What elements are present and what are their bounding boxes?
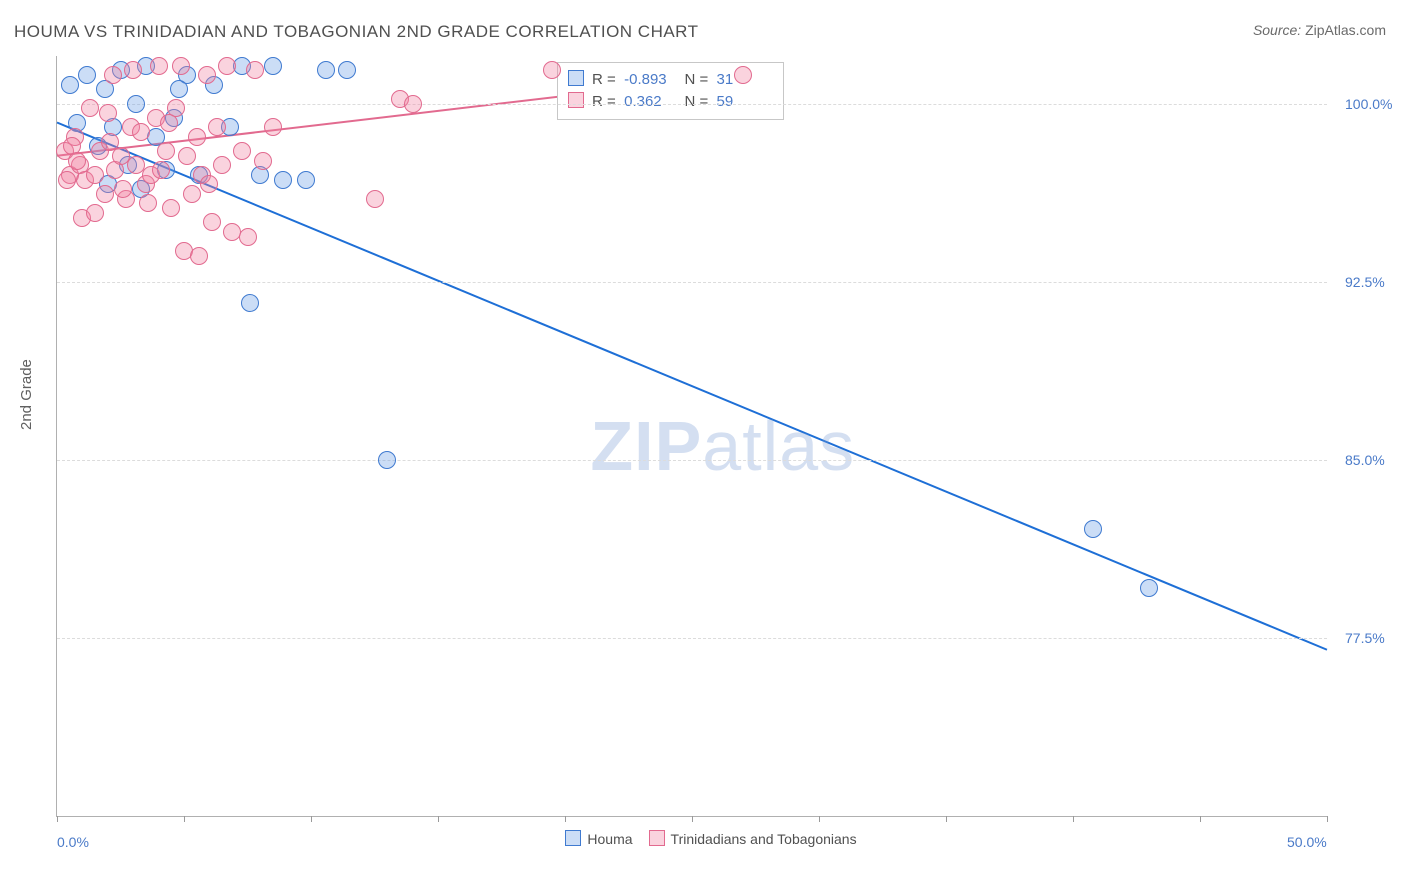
data-point-tt (198, 66, 216, 84)
y-tick-label: 100.0% (1345, 96, 1392, 112)
x-tick (1327, 816, 1328, 822)
data-point-tt (188, 128, 206, 146)
data-point-tt (183, 185, 201, 203)
data-point-tt (96, 185, 114, 203)
legend-swatch-houma (565, 830, 581, 846)
y-axis-title: 2nd Grade (18, 359, 35, 430)
data-point-houma (317, 61, 335, 79)
data-point-tt (264, 118, 282, 136)
legend-bottom: Houma Trinidadians and Tobagonians (0, 830, 1406, 847)
stats-row-tt: R = 0.362 N = 59 (568, 91, 769, 113)
x-tick (819, 816, 820, 822)
x-tick (946, 816, 947, 822)
regression-lines-layer (57, 56, 1327, 816)
data-point-houma (170, 80, 188, 98)
x-tick (184, 816, 185, 822)
legend-label-houma: Houma (587, 831, 632, 847)
data-point-houma (264, 57, 282, 75)
regression-line-houma (57, 123, 1327, 650)
data-point-tt (178, 147, 196, 165)
source-value: ZipAtlas.com (1305, 22, 1386, 38)
data-point-houma (274, 171, 292, 189)
data-point-tt (58, 171, 76, 189)
x-tick (1200, 816, 1201, 822)
data-point-tt (543, 61, 561, 79)
data-point-tt (218, 57, 236, 75)
data-point-houma (241, 294, 259, 312)
x-tick (438, 816, 439, 822)
data-point-tt (203, 213, 221, 231)
y-tick-label: 92.5% (1345, 274, 1385, 290)
data-point-tt (404, 95, 422, 113)
x-tick (57, 816, 58, 822)
data-point-tt (366, 190, 384, 208)
source-label: Source: (1253, 22, 1301, 38)
gridline (57, 104, 1327, 105)
gridline (57, 282, 1327, 283)
source-attribution: Source: ZipAtlas.com (1253, 22, 1386, 38)
data-point-tt (152, 161, 170, 179)
data-point-houma (127, 95, 145, 113)
data-point-tt (233, 142, 251, 160)
data-point-tt (81, 99, 99, 117)
data-point-tt (190, 247, 208, 265)
swatch-houma (568, 70, 584, 86)
y-tick-label: 85.0% (1345, 452, 1385, 468)
data-point-houma (378, 451, 396, 469)
gridline (57, 638, 1327, 639)
data-point-tt (254, 152, 272, 170)
data-point-tt (162, 199, 180, 217)
data-point-tt (200, 175, 218, 193)
data-point-tt (213, 156, 231, 174)
data-point-tt (208, 118, 226, 136)
x-tick (692, 816, 693, 822)
x-tick (565, 816, 566, 822)
chart-title: HOUMA VS TRINIDADIAN AND TOBAGONIAN 2ND … (14, 22, 699, 42)
data-point-tt (239, 228, 257, 246)
data-point-tt (139, 194, 157, 212)
data-point-tt (246, 61, 264, 79)
x-tick (1073, 816, 1074, 822)
data-point-houma (61, 76, 79, 94)
scatter-plot: ZIPatlas R = -0.893 N = 31R = 0.362 N = … (56, 56, 1327, 817)
data-point-tt (132, 123, 150, 141)
data-point-tt (99, 104, 117, 122)
x-tick (311, 816, 312, 822)
gridline (57, 460, 1327, 461)
data-point-tt (86, 204, 104, 222)
y-tick-label: 77.5% (1345, 630, 1385, 646)
data-point-houma (1140, 579, 1158, 597)
data-point-tt (150, 57, 168, 75)
data-point-tt (86, 166, 104, 184)
data-point-tt (124, 61, 142, 79)
data-point-tt (104, 66, 122, 84)
legend-swatch-tt (649, 830, 665, 846)
data-point-tt (68, 152, 86, 170)
data-point-tt (114, 180, 132, 198)
swatch-tt (568, 92, 584, 108)
data-point-houma (297, 171, 315, 189)
data-point-houma (338, 61, 356, 79)
data-point-tt (172, 57, 190, 75)
data-point-tt (160, 114, 178, 132)
legend-label-tt: Trinidadians and Tobagonians (671, 831, 857, 847)
data-point-houma (78, 66, 96, 84)
data-point-tt (734, 66, 752, 84)
data-point-tt (157, 142, 175, 160)
data-point-houma (1084, 520, 1102, 538)
